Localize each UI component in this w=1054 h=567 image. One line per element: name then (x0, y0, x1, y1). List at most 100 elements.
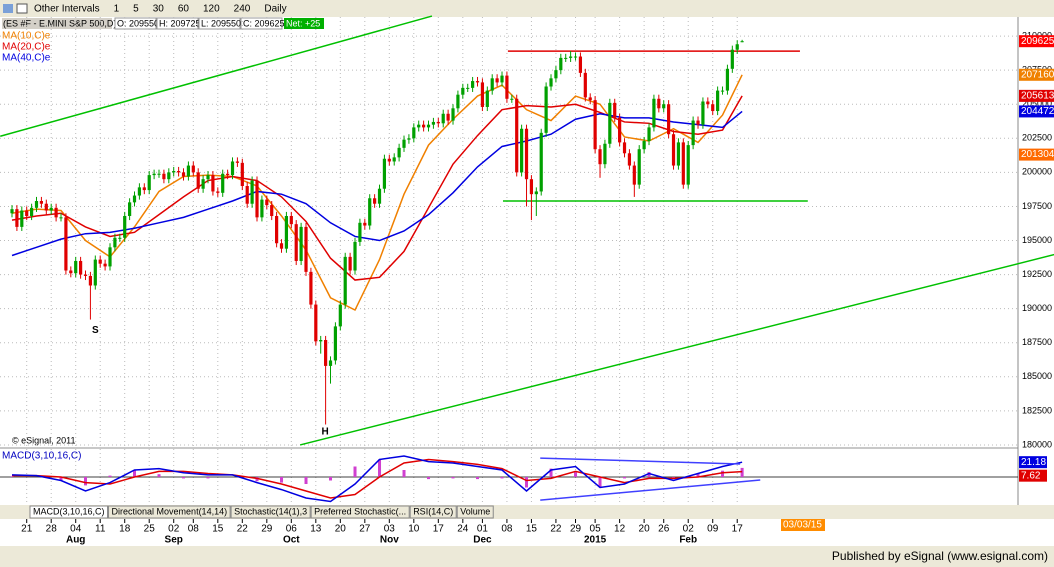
candle-body (289, 215, 293, 225)
candle-body (324, 340, 328, 366)
tab-frame[interactable] (409, 505, 457, 519)
quote: C: 209625 (243, 18, 285, 28)
macd-histogram (133, 470, 137, 477)
interval-button[interactable]: Other Intervals (34, 4, 100, 15)
candle-body (363, 222, 367, 226)
candle-body (30, 207, 34, 216)
candle-body (642, 141, 646, 150)
toolbar-icon[interactable] (16, 3, 28, 14)
candle-body (716, 90, 720, 112)
candle-body (485, 90, 489, 107)
candle-body (348, 256, 352, 271)
candle-body (613, 102, 617, 118)
x-tick-label: 05 (590, 524, 602, 535)
x-tick-label: 09 (707, 524, 719, 535)
candle-body (480, 82, 485, 107)
candle-body (554, 70, 558, 79)
x-tick-label: 15 (526, 524, 538, 535)
candle-body (490, 78, 494, 91)
quote-box (240, 17, 283, 30)
candle-body (578, 56, 583, 73)
month-label: 2015 (584, 535, 607, 546)
interval-button[interactable]: 5 (133, 4, 139, 15)
moving-average (11, 74, 743, 312)
macd-histogram (206, 477, 210, 479)
y-tick-label: 195000 (1022, 235, 1052, 245)
macd-histogram (427, 477, 431, 480)
candle-body (387, 158, 391, 162)
candle-body (711, 104, 715, 112)
candle-body (221, 173, 225, 193)
interval-button[interactable]: 1 (114, 4, 120, 15)
candle-body (39, 200, 44, 204)
x-tick-label: 24 (457, 524, 469, 535)
indicator-tab[interactable]: Volume (460, 506, 490, 516)
moving-average (11, 110, 743, 257)
candle-body (618, 117, 622, 143)
candle-body (10, 209, 14, 214)
candle-body (603, 143, 607, 165)
x-tick-label: 20 (335, 524, 347, 535)
macd-histogram (157, 474, 161, 477)
toolbar-icon[interactable] (3, 4, 13, 13)
candle-body (54, 207, 58, 218)
month-label: Oct (283, 535, 300, 546)
cursor-date: 03/03/15 (783, 520, 822, 531)
quote-box (156, 17, 199, 30)
interval-button[interactable]: 240 (234, 4, 251, 15)
candle-body (382, 158, 387, 189)
signal-value: 7.62 (1021, 470, 1041, 481)
price-marker: 201304 (1021, 149, 1054, 160)
indicator-tab[interactable]: Directional Movement(14,14) (112, 506, 228, 516)
candle-body (284, 215, 289, 249)
ma-value-box (1019, 105, 1054, 118)
candle-body (93, 259, 97, 286)
footer-text: Published by eSignal (www.esignal.com) (832, 549, 1048, 563)
month-label: Nov (380, 535, 399, 546)
indicator-tab[interactable]: MACD(3,10,16,C) (33, 506, 105, 516)
candle-body (206, 175, 210, 180)
candle-body (696, 120, 700, 125)
tab-frame[interactable] (310, 505, 410, 519)
candle-body (279, 243, 284, 249)
candle-body (275, 215, 279, 244)
candle-body (436, 121, 440, 124)
x-tick-label: 08 (188, 524, 200, 535)
x-tick-label: 04 (70, 524, 82, 535)
candle-body (132, 195, 137, 203)
tab-frame[interactable] (456, 505, 494, 519)
candle-body (181, 172, 186, 177)
legend-entry: MA(20,C)e (2, 42, 51, 53)
macd-histogram (182, 477, 186, 479)
candle-body (373, 198, 377, 204)
tab-frame[interactable] (230, 505, 311, 519)
candle-body (725, 68, 730, 91)
candle-body (740, 41, 744, 43)
tab-frame[interactable] (29, 505, 109, 519)
y-tick-label: 182500 (1022, 405, 1052, 415)
indicator-tab[interactable]: Stochastic(14(1),3 (234, 506, 307, 516)
interval-button[interactable]: 30 (153, 4, 165, 15)
candle-body (270, 205, 274, 216)
signal-value-box (1019, 469, 1047, 482)
indicator-tab[interactable]: Preferred Stochastic(... (314, 506, 406, 516)
candle-body (627, 153, 632, 166)
candle-body (583, 72, 587, 98)
candle-body (520, 128, 524, 173)
candle-body (691, 120, 695, 146)
candle-body (647, 127, 651, 142)
macd-histogram (59, 477, 63, 481)
indicator-tab[interactable]: RSI(14,C) (413, 506, 453, 516)
tab-frame[interactable] (108, 505, 231, 519)
interval-button[interactable]: 120 (203, 4, 220, 15)
macd-histogram (353, 466, 357, 477)
interval-button[interactable]: 60 (178, 4, 190, 15)
candle-body (471, 81, 475, 88)
macd-title: MACD(3,10,16,C) (2, 451, 81, 462)
x-tick-label: 08 (501, 524, 513, 535)
trend-line (540, 479, 761, 501)
candle-body (652, 98, 656, 128)
candle-body (265, 199, 269, 206)
interval-button[interactable]: Daily (264, 4, 286, 15)
